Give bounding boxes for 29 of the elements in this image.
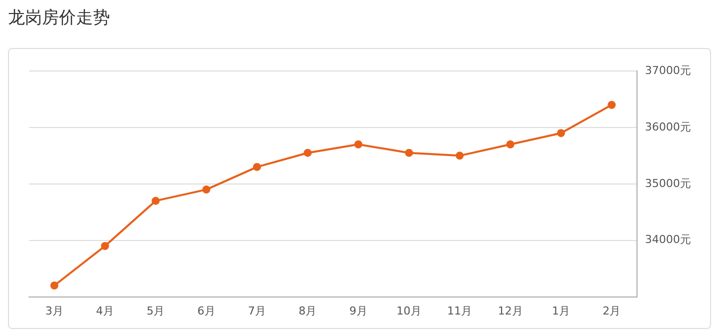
point — [405, 148, 414, 157]
point — [50, 282, 58, 290]
point — [304, 148, 312, 157]
x-tick-label: 2月 — [602, 304, 621, 318]
x-tick-label: 11月 — [447, 304, 472, 318]
point — [608, 100, 616, 109]
x-tick-label: 9月 — [349, 304, 368, 318]
point — [202, 186, 210, 194]
point — [152, 196, 160, 205]
y-tick-label: 37000元 — [645, 64, 692, 77]
y-tick-label: 34000元 — [645, 233, 692, 246]
point — [456, 152, 464, 160]
point — [354, 140, 362, 148]
x-tick-label: 12月 — [498, 304, 523, 318]
x-tick-label: 5月 — [146, 304, 165, 318]
x-tick-label: 4月 — [96, 304, 114, 318]
x-tick-label: 10月 — [396, 304, 422, 318]
point — [506, 140, 514, 148]
point — [253, 162, 262, 171]
point — [101, 242, 109, 250]
x-tick-label: 3月 — [45, 304, 64, 318]
x-tick-label: 1月 — [552, 304, 570, 318]
x-tick-label: 7月 — [248, 304, 266, 318]
point — [557, 129, 566, 138]
x-tick-label: 6月 — [197, 304, 216, 318]
y-tick-label: 36000元 — [645, 120, 692, 134]
x-tick-label: 8月 — [298, 304, 317, 318]
chart-title: 龙岗房价走势 — [8, 7, 110, 29]
y-tick-label: 35000元 — [645, 176, 692, 190]
